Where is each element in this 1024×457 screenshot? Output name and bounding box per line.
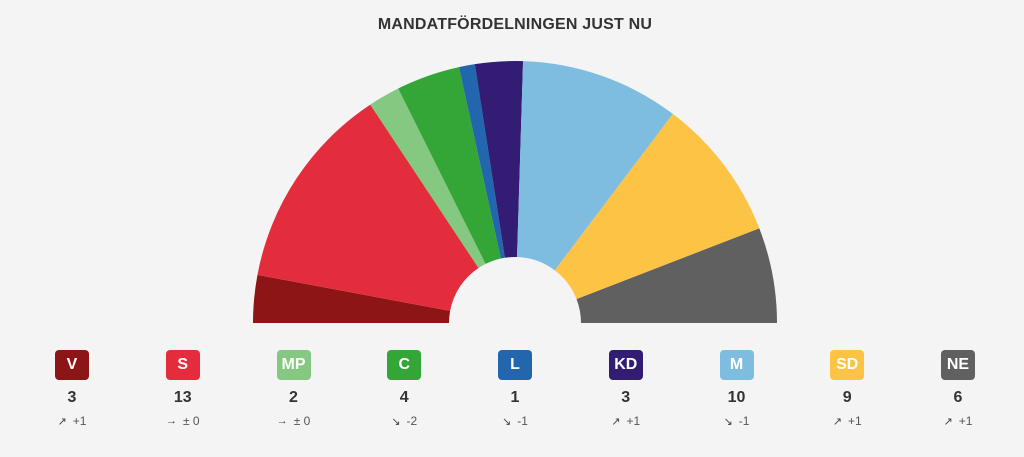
seat-segment-m[interactable]: [517, 61, 673, 271]
party-badge: NE: [941, 350, 975, 380]
arrow-up-right-icon: ↗: [832, 415, 843, 428]
party-badge: S: [165, 350, 200, 380]
seat-count: 9: [842, 389, 852, 406]
seat-segment-c[interactable]: [398, 67, 501, 264]
arrow-down-right-icon: ↘: [502, 415, 512, 428]
seat-change: ↘ -2: [391, 414, 417, 428]
seat-count: 2: [289, 389, 298, 406]
seat-change-value: +1: [626, 414, 641, 428]
seat-change: ↘ -1: [724, 414, 750, 428]
legend-item-kd[interactable]: KD 3 ↗ +1: [580, 350, 672, 428]
legend-item-ne[interactable]: NE 6 ↗ +1: [912, 350, 1004, 428]
arrow-up-right-icon: ↗: [57, 415, 67, 428]
seat-count: 3: [621, 389, 631, 406]
seat-count: 1: [510, 389, 520, 406]
legend-item-sd[interactable]: SD 9 ↗ +1: [801, 350, 893, 428]
seat-segment-sd[interactable]: [554, 113, 760, 300]
seat-segment-s[interactable]: [257, 104, 479, 311]
arrow-up-right-icon: ↗: [611, 415, 621, 428]
party-badge: SD: [830, 350, 865, 380]
seat-change: ↗ +1: [611, 414, 640, 428]
seat-segment-mp[interactable]: [370, 88, 486, 268]
seat-change-value: +1: [958, 414, 973, 428]
party-badge: C: [387, 350, 422, 380]
seat-change-value: -2: [406, 414, 418, 428]
seat-count: 3: [67, 389, 77, 406]
legend-item-mp[interactable]: MP 2 → ± 0: [248, 350, 340, 428]
arrow-down-right-icon: ↘: [391, 415, 401, 428]
party-badge: MP: [276, 350, 311, 380]
seat-segment-ne[interactable]: [576, 228, 777, 323]
chart-title: MANDATFÖRDELNINGEN JUST NU: [377, 16, 653, 33]
legend-item-s[interactable]: S 13 → ± 0: [137, 350, 229, 428]
seat-change-value: -1: [517, 414, 528, 428]
party-badge: V: [55, 350, 89, 380]
seat-change: ↗ +1: [833, 414, 862, 428]
party-badge: KD: [608, 350, 643, 380]
seat-change: → ± 0: [277, 414, 311, 428]
legend-item-c[interactable]: C 4 ↘ -2: [358, 350, 450, 428]
seat-change-value: +1: [848, 414, 862, 428]
arrow-right-icon: →: [276, 415, 288, 427]
party-legend: V 3 ↗ +1 S 13 → ± 0 MP 2 → ± 0 C 4 ↘ -2 L 1 ↘ -1 KD 3 ↗ +1 M 10 ↘ -…: [26, 350, 1004, 428]
seat-segment-kd[interactable]: [474, 61, 524, 258]
seat-segment-l[interactable]: [458, 64, 505, 259]
seat-segment-v[interactable]: [253, 274, 451, 323]
legend-item-l[interactable]: L 1 ↘ -1: [469, 350, 561, 428]
arrow-down-right-icon: ↘: [723, 415, 733, 428]
seat-count: 4: [399, 389, 409, 406]
party-badge: L: [498, 350, 532, 380]
seat-change-value: -1: [738, 414, 750, 428]
seat-change: ↗ +1: [58, 414, 87, 428]
seat-change-value: +1: [72, 414, 87, 428]
seat-count: 13: [173, 389, 192, 406]
party-badge: M: [719, 350, 754, 380]
seat-change-value: ± 0: [182, 414, 200, 428]
seat-change: → ± 0: [166, 414, 200, 428]
seat-change: ↘ -1: [502, 414, 528, 428]
seat-count: 6: [953, 389, 963, 406]
arrow-up-right-icon: ↗: [943, 415, 953, 428]
seat-change-value: ± 0: [293, 414, 311, 428]
legend-item-v[interactable]: V 3 ↗ +1: [26, 350, 118, 428]
seat-count: 10: [727, 389, 746, 406]
seat-change: ↗ +1: [944, 414, 973, 428]
arrow-right-icon: →: [165, 415, 177, 427]
legend-item-m[interactable]: M 10 ↘ -1: [691, 350, 783, 428]
